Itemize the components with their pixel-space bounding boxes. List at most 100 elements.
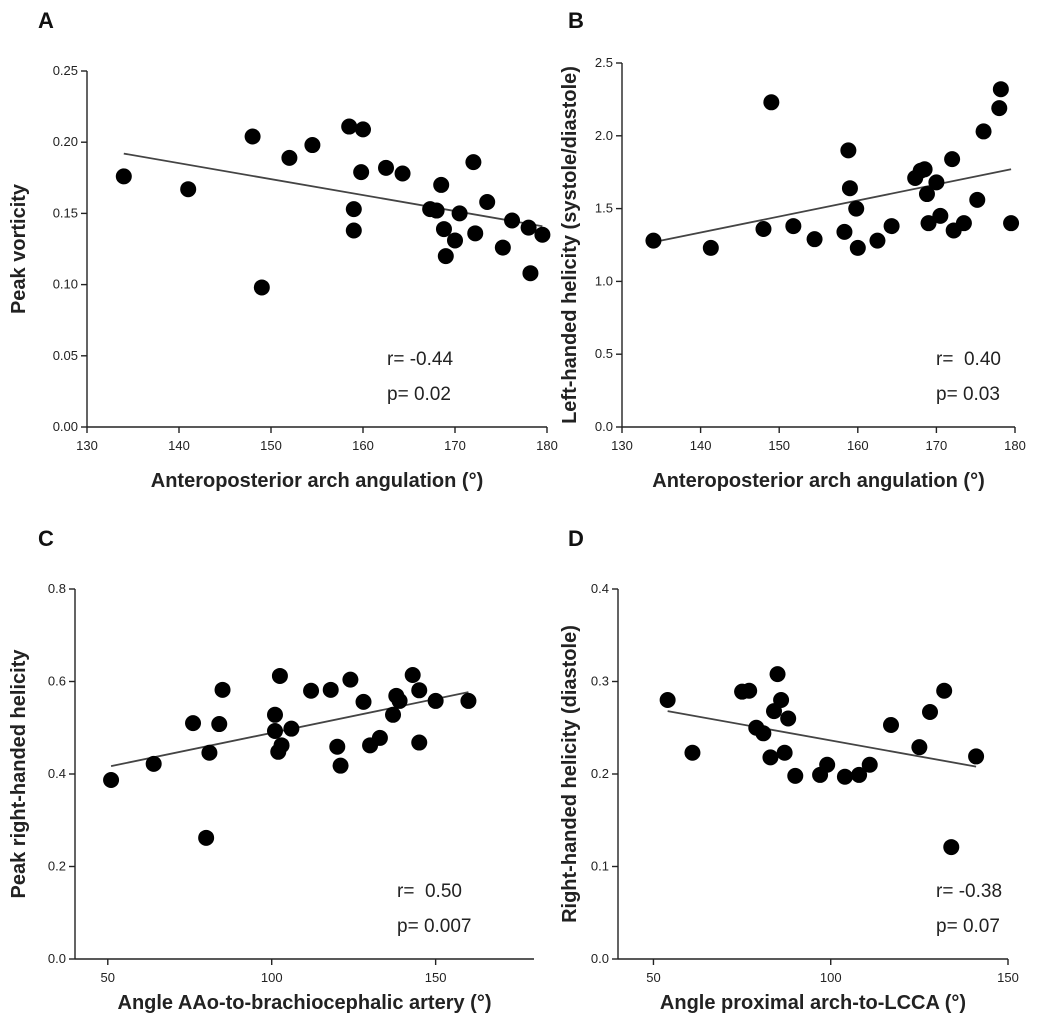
data-point xyxy=(273,737,290,754)
data-point xyxy=(103,772,120,789)
data-point xyxy=(355,121,371,138)
data-point xyxy=(645,232,662,249)
data-point xyxy=(244,128,261,145)
y-tick-label: 0.3 xyxy=(591,674,609,689)
data-point xyxy=(341,118,358,135)
data-point xyxy=(145,755,162,772)
y-tick-label: 0.05 xyxy=(53,348,78,363)
y-axis-title: Peak right-handed helicity xyxy=(8,649,30,899)
data-point xyxy=(785,218,802,235)
y-tick-label: 1.0 xyxy=(595,273,613,288)
x-tick-label: 130 xyxy=(611,438,633,453)
data-point xyxy=(918,186,935,203)
data-point xyxy=(968,748,985,765)
data-point xyxy=(345,201,362,218)
data-point xyxy=(806,231,823,248)
data-point xyxy=(773,692,790,708)
y-tick-label: 0.0 xyxy=(591,951,609,966)
y-tick-label: 0.4 xyxy=(48,766,66,781)
stat-r: r= -0.44 xyxy=(387,349,453,370)
stat-r: r= -0.38 xyxy=(936,881,1002,902)
data-point xyxy=(342,671,359,688)
y-axis-title: Left-handed helicity (systole/diastole) xyxy=(559,66,581,424)
data-point xyxy=(769,666,786,683)
x-tick-label: 100 xyxy=(820,970,842,985)
regression-line xyxy=(653,168,1012,243)
data-point xyxy=(332,757,349,774)
data-point xyxy=(920,215,937,232)
data-point xyxy=(763,94,780,111)
data-point xyxy=(836,768,853,785)
data-point xyxy=(198,829,215,846)
x-axis-title: Angle AAo-to-brachiocephalic artery (°) xyxy=(118,992,492,1014)
regression-line xyxy=(667,710,977,768)
data-point xyxy=(253,279,270,296)
data-point xyxy=(928,174,945,191)
y-tick-label: 0.8 xyxy=(48,581,66,596)
data-point xyxy=(371,729,388,746)
data-point xyxy=(329,738,346,755)
regression-line xyxy=(123,152,543,228)
data-point xyxy=(479,194,496,211)
data-point xyxy=(411,682,428,699)
panel-letter: C xyxy=(38,526,54,551)
data-point xyxy=(283,720,300,737)
x-tick-label: 180 xyxy=(536,438,558,453)
panel-b: B 0.0 0.5 1.0 1.5 2.0 2.5 130 140 150 160 170 180 Ant… xyxy=(559,8,1026,492)
data-point xyxy=(378,159,394,176)
x-tick-label: 150 xyxy=(260,438,282,453)
data-point xyxy=(281,149,298,166)
data-point xyxy=(869,232,886,249)
y-tick-label: 1.5 xyxy=(595,201,613,216)
data-point xyxy=(702,239,719,256)
data-point xyxy=(467,225,484,242)
stat-p: p= 0.03 xyxy=(936,384,1000,405)
data-point xyxy=(451,205,468,222)
x-tick-label: 140 xyxy=(168,438,190,453)
x-tick-label: 50 xyxy=(646,970,660,985)
data-point xyxy=(776,744,793,761)
y-tick-label: 0.15 xyxy=(53,205,78,220)
data-point xyxy=(385,706,402,723)
stat-p: p= 0.07 xyxy=(936,916,1000,937)
data-point xyxy=(969,191,986,208)
data-point xyxy=(520,219,537,236)
data-point xyxy=(840,142,857,159)
y-tick-label: 0.2 xyxy=(48,859,66,874)
x-tick-label: 150 xyxy=(425,970,447,985)
data-point xyxy=(848,200,865,217)
x-tick-label: 160 xyxy=(352,438,374,453)
data-point xyxy=(411,734,428,751)
data-point xyxy=(211,716,228,733)
stat-r: r= 0.50 xyxy=(397,881,462,902)
data-point xyxy=(394,165,411,182)
data-point xyxy=(943,839,960,856)
x-tick-label: 100 xyxy=(261,970,283,985)
data-point xyxy=(494,239,511,256)
x-axis-title: Angle proximal arch-to-LCCA (°) xyxy=(660,992,966,1014)
data-point xyxy=(304,137,321,154)
data-point xyxy=(762,749,779,766)
data-point xyxy=(214,681,231,698)
data-point xyxy=(780,710,797,727)
y-tick-label: 0.4 xyxy=(591,581,609,596)
data-point xyxy=(433,176,450,193)
data-point xyxy=(741,682,758,699)
y-tick-label: 0.20 xyxy=(53,134,78,149)
stat-r: r= 0.40 xyxy=(936,349,1001,370)
data-point xyxy=(955,215,972,232)
data-point xyxy=(504,212,521,229)
y-tick-label: 0.25 xyxy=(53,63,78,78)
data-point xyxy=(841,180,858,197)
data-point xyxy=(447,232,463,249)
data-point xyxy=(522,265,539,282)
data-point xyxy=(659,692,676,708)
data-point xyxy=(353,164,370,181)
data-point xyxy=(975,123,992,140)
x-tick-label: 150 xyxy=(997,970,1019,985)
y-axis-title: Peak vorticity xyxy=(8,183,30,314)
x-tick-label: 150 xyxy=(768,438,790,453)
stat-p: p= 0.007 xyxy=(397,916,472,937)
data-point xyxy=(1003,215,1020,232)
